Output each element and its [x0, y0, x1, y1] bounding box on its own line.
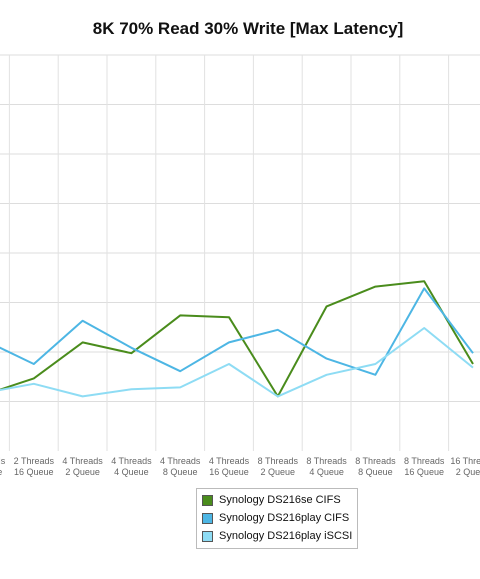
x-tick-label: 2 Threads 16 Queue	[14, 456, 55, 477]
legend-item: Synology DS216play CIFS	[197, 509, 357, 527]
x-tick-label: 4 Threads 4 Queue	[111, 456, 152, 477]
x-tick-label: 8 Threads 4 Queue	[306, 456, 347, 477]
grid-layer	[0, 54, 480, 451]
lines-layer	[0, 280, 474, 398]
x-tick-label: 8 Threads 16 Queue	[404, 456, 445, 477]
legend-label: Synology DS216se CIFS	[219, 494, 341, 506]
legend-swatch	[202, 494, 213, 506]
legend-item: Synology DS216se CIFS	[197, 491, 357, 509]
legend: Synology DS216se CIFS Synology DS216play …	[196, 488, 358, 549]
legend-label: Synology DS216play iSCSI	[219, 530, 353, 542]
x-tick-label: 4 Threads 2 Queue	[62, 456, 103, 477]
legend-item: Synology DS216play iSCSI	[197, 527, 357, 545]
legend-swatch	[202, 512, 213, 524]
legend-swatch	[202, 530, 213, 542]
x-tick-label: 8 Threads 8 Queue	[355, 456, 396, 477]
chart-title: 8K 70% Read 30% Write [Max Latency]	[92, 19, 404, 38]
series-line	[0, 287, 474, 376]
legend-label: Synology DS216play CIFS	[219, 512, 350, 524]
series-line	[0, 280, 474, 398]
x-tick-label: 8 Threads 2 Queue	[258, 456, 299, 477]
series-line	[0, 327, 474, 398]
x-tick-label: 4 Threads 16 Queue	[209, 456, 250, 477]
x-tick-label: 4 Threads 8 Queue	[160, 456, 201, 477]
